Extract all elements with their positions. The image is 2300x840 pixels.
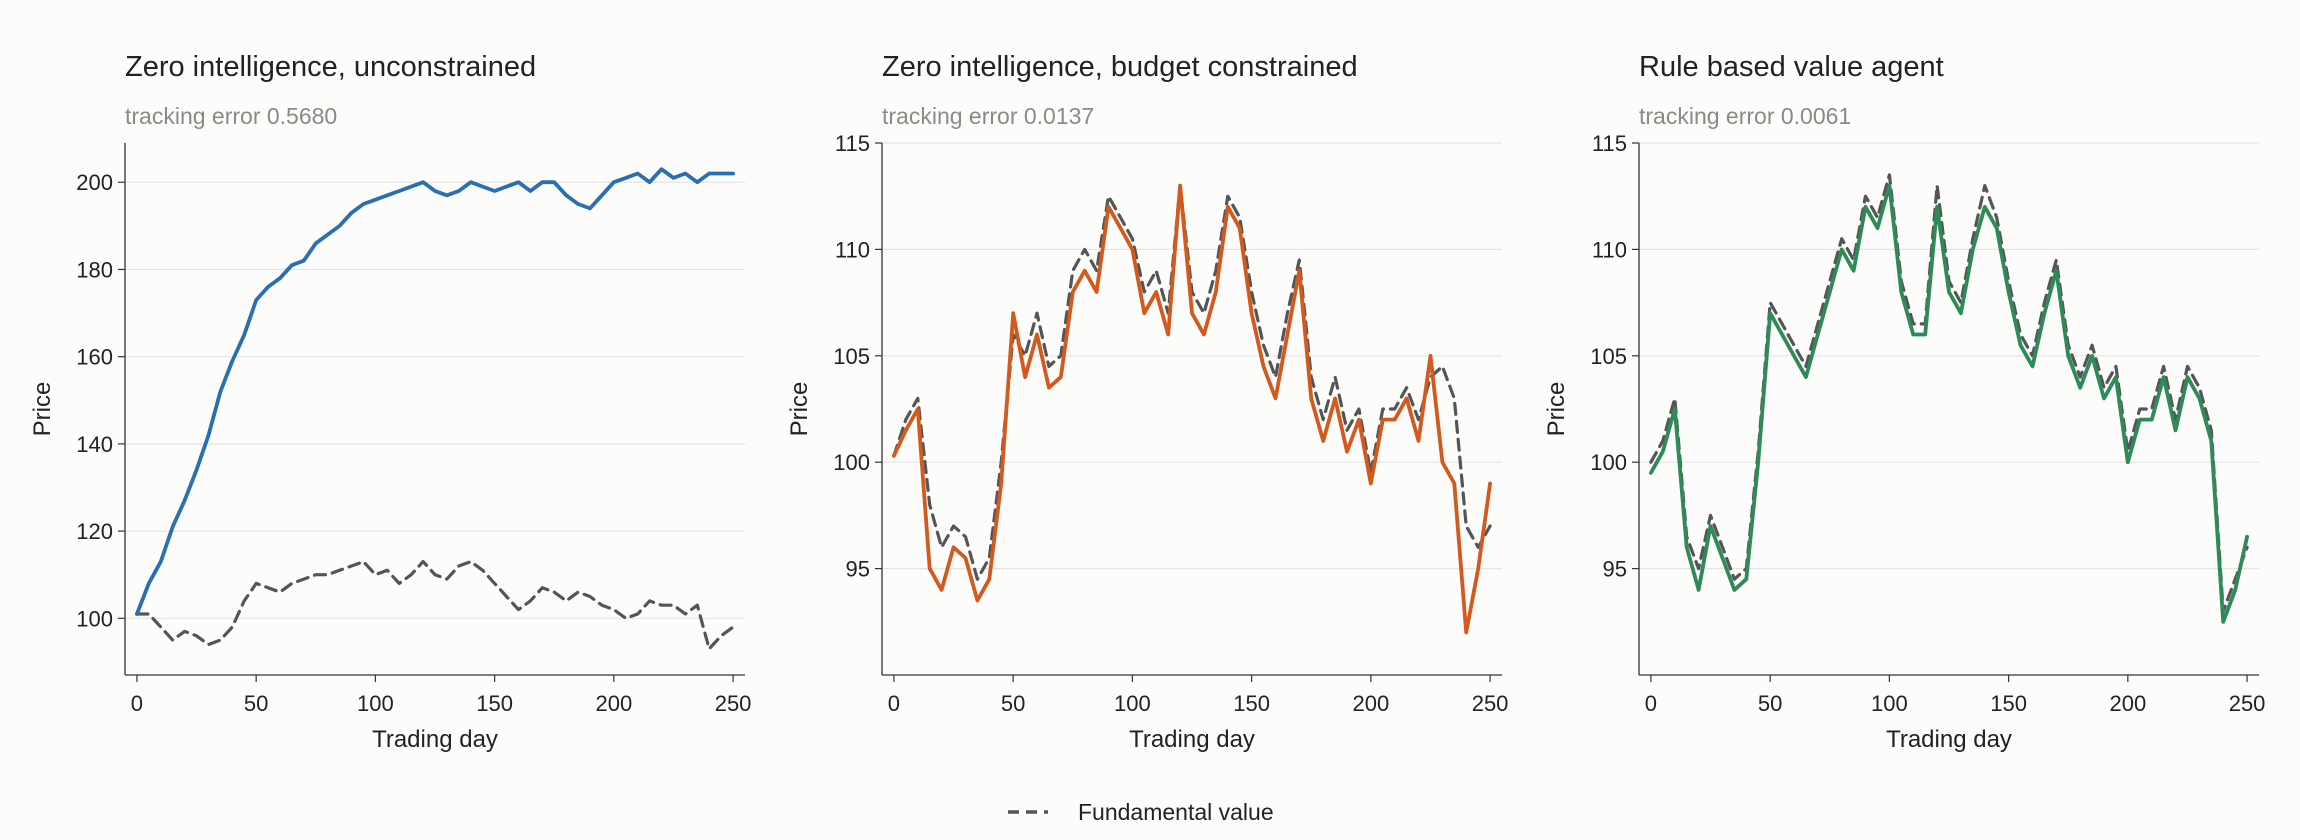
x-tick-label: 200 [1352,691,1389,716]
x-tick-label: 100 [357,691,394,716]
y-tick-label: 200 [76,170,113,195]
y-tick-label: 100 [833,450,870,475]
x-tick-label: 250 [2229,691,2266,716]
x-tick-label: 150 [1990,691,2027,716]
x-tick-label: 200 [595,691,632,716]
panel-title: Zero intelligence, unconstrained [125,51,536,83]
x-tick-label: 200 [2109,691,2146,716]
x-tick-label: 50 [1758,691,1782,716]
y-axis-label: Price [786,382,813,437]
panel-3: Rule based value agent tracking error 0.0… [1543,51,2265,753]
fundamental-value-line [892,184,1492,581]
x-tick-label: 0 [1645,691,1657,716]
panel-subtitle: tracking error 0.5680 [125,103,337,129]
y-tick-label: 95 [846,557,870,582]
x-axis-label: Trading day [1129,726,1255,753]
x-tick-label: 50 [244,691,268,716]
panel-title: Rule based value agent [1639,51,1944,83]
price-line [1649,183,2250,624]
legend-fundamental-label: Fundamental value [1078,799,1274,825]
y-tick-label: 100 [1590,450,1627,475]
x-axis-label: Trading day [1886,726,2012,753]
x-tick-label: 0 [131,691,143,716]
x-tick-label: 50 [1001,691,1025,716]
y-axis-label: Price [29,382,56,437]
y-tick-label: 115 [835,131,870,156]
y-tick-label: 105 [1590,344,1627,369]
legend: Fundamental value [1008,799,1274,825]
price-line [892,183,1492,635]
x-tick-label: 100 [1114,691,1151,716]
x-tick-label: 150 [476,691,513,716]
y-tick-label: 95 [1603,557,1627,582]
y-tick-label: 140 [76,432,113,457]
panel-1: Zero intelligence, unconstrained tracking… [29,51,751,753]
x-tick-label: 150 [1233,691,1270,716]
y-tick-label: 100 [76,606,113,631]
panel-subtitle: tracking error 0.0061 [1639,103,1851,129]
x-tick-label: 250 [715,691,752,716]
x-tick-label: 100 [1871,691,1908,716]
y-tick-label: 180 [76,257,113,282]
x-tick-label: 0 [888,691,900,716]
price-line [134,167,735,616]
panel-2: Zero intelligence, budget constrained tra… [786,51,1508,753]
y-tick-label: 160 [76,345,113,370]
y-tick-label: 110 [1592,237,1627,262]
y-axis-label: Price [1543,382,1570,437]
y-tick-label: 110 [835,237,870,262]
fundamental-value-line [135,559,735,651]
panel-title: Zero intelligence, budget constrained [882,51,1358,83]
y-tick-label: 120 [76,519,113,544]
x-tick-label: 250 [1472,691,1509,716]
panel-subtitle: tracking error 0.0137 [882,103,1094,129]
y-tick-label: 105 [833,344,870,369]
x-axis-label: Trading day [372,726,498,753]
y-tick-label: 115 [1592,131,1627,156]
